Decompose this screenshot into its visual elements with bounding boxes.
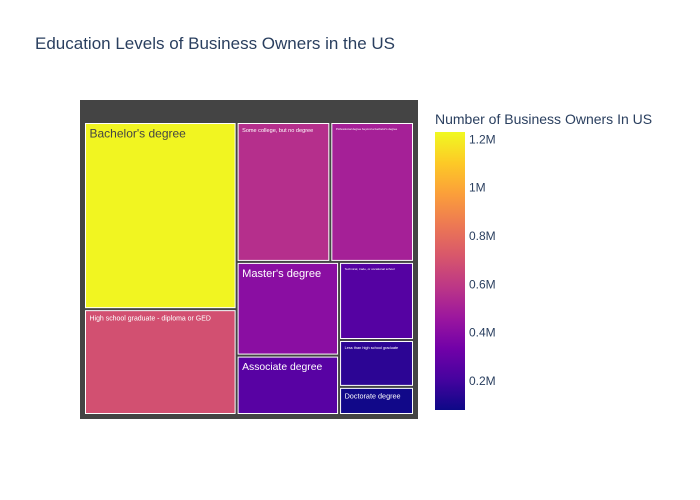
colorbar-tick-label: 0.6M	[469, 277, 496, 291]
treemap-tiles: Bachelor's degree High school graduate - …	[85, 123, 414, 415]
treemap-tile-label: Bachelor's degree	[90, 127, 187, 141]
treemap-tile[interactable]: Master's degree	[237, 262, 339, 355]
treemap-tile-rect[interactable]	[85, 310, 236, 414]
treemap-tile-label: Technical, trade, or vocational school	[345, 267, 395, 271]
colorbar-tick-label: 0.2M	[469, 374, 496, 388]
treemap-tile-rect[interactable]	[340, 387, 413, 415]
treemap-tile-label: Master's degree	[242, 268, 321, 280]
colorbar-tick-label: 1M	[469, 181, 486, 195]
colorbar-ticks: 0.2M 0.4M 0.6M 0.8M 1M 1.2M	[469, 132, 496, 388]
treemap-tile[interactable]: Professional degree beyond a bachelor's …	[331, 123, 414, 261]
treemap-tile[interactable]: Less than high school graduate	[340, 341, 413, 386]
treemap-tile-rect[interactable]	[237, 123, 330, 261]
colorbar-tick-label: 1.2M	[469, 132, 496, 146]
treemap-tile-label: Associate degree	[242, 362, 322, 373]
treemap-tile[interactable]: Some college, but no degree	[237, 123, 330, 261]
chart-title: Education Levels of Business Owners in t…	[35, 34, 396, 53]
treemap-tile[interactable]: Doctorate degree	[340, 387, 413, 415]
treemap-tile-rect[interactable]	[237, 262, 339, 355]
colorbar-title: Number of Business Owners In US	[435, 111, 652, 127]
treemap-tile-rect[interactable]	[331, 123, 414, 261]
colorbar-tick-label: 0.8M	[469, 229, 496, 243]
treemap-tile-label: Less than high school graduate	[345, 345, 399, 350]
treemap-tile-label: High school graduate - diploma or GED	[90, 316, 211, 323]
treemap-tile-label: Some college, but no degree	[242, 128, 313, 134]
treemap-tile[interactable]: High school graduate - diploma or GED	[85, 310, 236, 414]
treemap-tile[interactable]: Bachelor's degree	[85, 123, 236, 309]
treemap-tile-label: Professional degree beyond a bachelor's …	[336, 127, 398, 131]
treemap-tile-label: Doctorate degree	[345, 392, 401, 401]
treemap-tile[interactable]: Associate degree	[237, 356, 339, 414]
treemap-tile-rect[interactable]	[340, 262, 413, 340]
treemap-tile-rect[interactable]	[237, 356, 339, 414]
treemap-tile-rect[interactable]	[340, 341, 413, 386]
colorbar-tick-label: 0.4M	[469, 326, 496, 340]
treemap-tile-rect[interactable]	[85, 123, 236, 309]
colorbar-gradient	[435, 132, 465, 410]
treemap-tile[interactable]: Technical, trade, or vocational school	[340, 262, 413, 340]
